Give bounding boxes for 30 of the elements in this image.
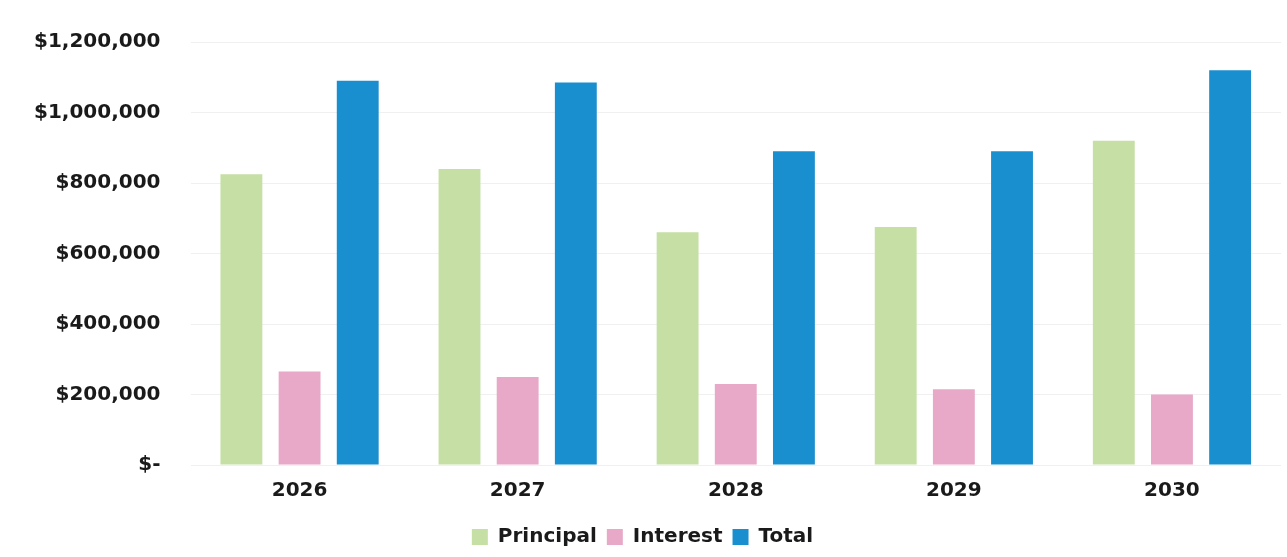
bar [438, 168, 481, 465]
y-tick-label: $1,200,000 [33, 28, 161, 53]
y-tick-label: $800,000 [55, 169, 161, 194]
legend-label: Principal [497, 523, 597, 548]
legend-label: Interest [632, 523, 723, 548]
bar [554, 82, 597, 465]
bar [932, 389, 975, 465]
x-tick-label: 2028 [707, 477, 764, 502]
y-tick-label: $1,000,000 [33, 98, 161, 123]
x-tick-label: 2027 [489, 477, 546, 502]
x-tick-label: 2029 [926, 477, 982, 502]
legend-label: Total [758, 523, 814, 548]
bar [220, 174, 263, 465]
y-tick-label: $600,000 [55, 239, 161, 264]
y-tick-label: $- [138, 451, 161, 476]
y-tick-label: $200,000 [55, 380, 161, 405]
bar [991, 151, 1033, 465]
x-tick-label: 2026 [271, 477, 328, 502]
x-tick-label: 2030 [1144, 477, 1200, 502]
bar [496, 376, 539, 465]
bar [278, 371, 321, 465]
bar [714, 383, 757, 465]
bar [1151, 394, 1193, 465]
bar [772, 151, 815, 465]
bar [656, 232, 699, 465]
bar [1209, 70, 1252, 465]
bar [336, 80, 379, 465]
bar [1092, 140, 1135, 465]
y-tick-label: $400,000 [55, 310, 161, 335]
bar [874, 227, 917, 465]
